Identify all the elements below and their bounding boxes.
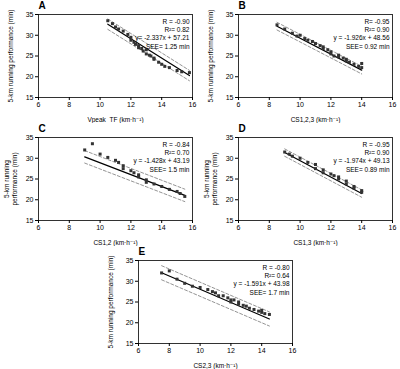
svg-text:10: 10 (296, 101, 304, 108)
svg-text:12: 12 (127, 101, 135, 108)
svg-text:5-km runningperformance (min): 5-km runningperformance (min) (3, 152, 18, 205)
svg-text:6: 6 (237, 101, 241, 108)
svg-text:5-km running performance (min): 5-km running performance (min) (207, 10, 215, 103)
svg-text:25: 25 (26, 175, 34, 182)
svg-text:A: A (39, 0, 46, 11)
svg-text:10: 10 (96, 224, 104, 231)
svg-text:Vpeak_TF (km·h⁻¹): Vpeak_TF (km·h⁻¹) (87, 116, 143, 124)
svg-text:25: 25 (26, 52, 34, 59)
svg-text:16: 16 (389, 224, 397, 231)
svg-text:15: 15 (26, 217, 34, 224)
svg-text:B: B (239, 0, 246, 11)
svg-text:5-km running performance (min): 5-km running performance (min) (7, 10, 15, 103)
svg-text:15: 15 (226, 217, 234, 224)
svg-text:20: 20 (226, 73, 234, 80)
svg-text:CS1,2,3 (km·h⁻¹): CS1,2,3 (km·h⁻¹) (291, 116, 341, 124)
svg-text:14: 14 (358, 101, 366, 108)
svg-text:16: 16 (189, 224, 197, 231)
svg-text:8: 8 (67, 101, 71, 108)
svg-text:E: E (139, 246, 146, 257)
svg-text:30: 30 (226, 154, 234, 161)
svg-text:14: 14 (158, 224, 166, 231)
svg-text:8: 8 (267, 101, 271, 108)
svg-text:CS1,2 (km·h⁻¹): CS1,2 (km·h⁻¹) (93, 239, 137, 247)
svg-text:R = -0.80R²= 0.64y = -1.591x +: R = -0.80R²= 0.64y = -1.591x + 43.98SEE=… (233, 263, 289, 295)
svg-text:30: 30 (226, 31, 234, 38)
svg-text:C: C (39, 123, 46, 134)
svg-text:R= -0.95R²= 0.90y = -1.926x +: R= -0.95R²= 0.90y = -1.926x + 48.56SEE= … (333, 17, 389, 49)
svg-text:6: 6 (37, 224, 41, 231)
svg-text:20: 20 (126, 319, 134, 326)
svg-text:8: 8 (167, 347, 171, 354)
svg-text:6: 6 (237, 224, 241, 231)
svg-text:16: 16 (389, 101, 397, 108)
svg-text:35: 35 (226, 134, 234, 141)
svg-text:12: 12 (127, 224, 135, 231)
svg-text:R = -0.95R²= 0.90y = -1.974x +: R = -0.95R²= 0.90y = -1.974x + 49.13SEE=… (333, 140, 389, 172)
svg-text:30: 30 (126, 277, 134, 284)
svg-text:15: 15 (26, 94, 34, 101)
svg-text:R = -0.90R²= 0.82y= -2.337x +: R = -0.90R²= 0.82y= -2.337x + 57.21SEE= … (135, 17, 190, 49)
svg-text:6: 6 (137, 347, 141, 354)
svg-text:16: 16 (289, 347, 297, 354)
svg-text:8: 8 (267, 224, 271, 231)
svg-text:25: 25 (226, 52, 234, 59)
svg-text:30: 30 (26, 154, 34, 161)
svg-text:16: 16 (189, 101, 197, 108)
svg-text:20: 20 (26, 196, 34, 203)
svg-text:25: 25 (226, 175, 234, 182)
svg-text:8: 8 (67, 224, 71, 231)
svg-text:12: 12 (327, 101, 335, 108)
svg-text:35: 35 (226, 11, 234, 18)
svg-text:CS2,3 (km·h⁻¹): CS2,3 (km·h⁻¹) (193, 362, 237, 369)
svg-text:D: D (239, 123, 246, 134)
svg-text:15: 15 (126, 340, 134, 347)
svg-text:14: 14 (258, 347, 266, 354)
svg-text:CS1,3 (km·h⁻¹): CS1,3 (km·h⁻¹) (293, 239, 337, 247)
svg-text:10: 10 (196, 347, 204, 354)
svg-text:25: 25 (126, 298, 134, 305)
svg-text:15: 15 (226, 94, 234, 101)
svg-text:5-km runningperformance (min): 5-km runningperformance (min) (203, 152, 218, 205)
svg-text:12: 12 (227, 347, 235, 354)
svg-text:30: 30 (26, 31, 34, 38)
svg-text:14: 14 (158, 101, 166, 108)
svg-text:5-km running performance (min): 5-km running performance (min) (107, 256, 115, 349)
svg-text:10: 10 (96, 101, 104, 108)
svg-text:12: 12 (327, 224, 335, 231)
svg-text:35: 35 (26, 134, 34, 141)
svg-text:10: 10 (296, 224, 304, 231)
svg-text:14: 14 (358, 224, 366, 231)
svg-text:6: 6 (37, 101, 41, 108)
svg-text:R = -0.84R²= 0.70y = -1.428x +: R = -0.84R²= 0.70y = -1.428x + 43.19SEE=… (133, 140, 189, 172)
svg-text:20: 20 (26, 73, 34, 80)
svg-text:35: 35 (26, 11, 34, 18)
svg-text:20: 20 (226, 196, 234, 203)
svg-text:35: 35 (126, 257, 134, 264)
